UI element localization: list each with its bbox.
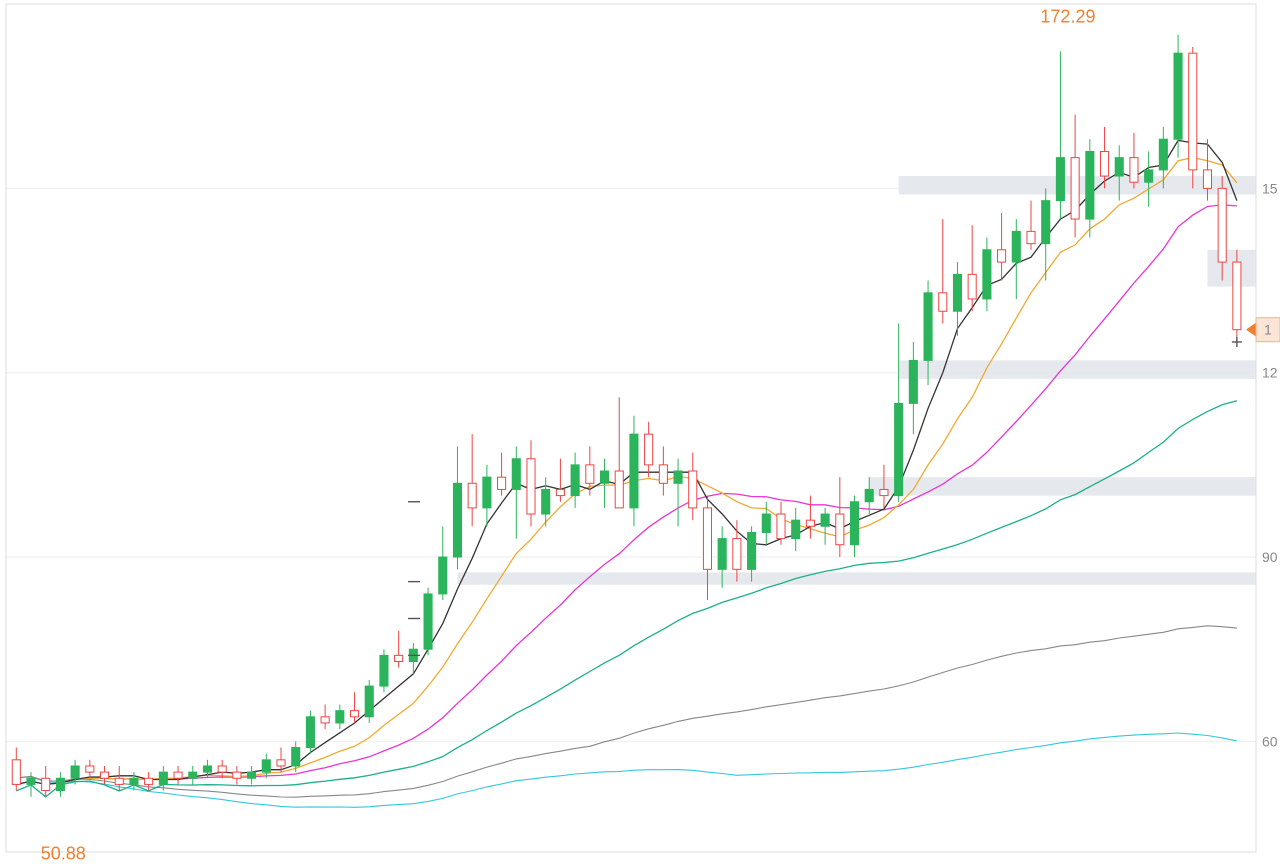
candle-body[interactable] [865, 489, 873, 501]
candle-body[interactable] [174, 772, 182, 778]
candle-body[interactable] [336, 711, 344, 723]
candle-body[interactable] [615, 471, 623, 508]
candle-body[interactable] [821, 514, 829, 526]
candle-body[interactable] [159, 772, 167, 784]
low-price-label: 50.88 [41, 844, 86, 864]
price-zone [457, 572, 1256, 584]
candle-body[interactable] [1056, 158, 1064, 201]
candle-body[interactable] [306, 717, 314, 748]
candle-body[interactable] [380, 655, 388, 686]
candle-body[interactable] [1086, 151, 1094, 219]
candle-body[interactable] [86, 766, 94, 772]
candle-body[interactable] [439, 557, 447, 594]
candle-body[interactable] [321, 717, 329, 723]
candle-body[interactable] [748, 532, 756, 569]
candle-body[interactable] [483, 477, 491, 508]
candle-body[interactable] [1071, 158, 1079, 219]
candle-body[interactable] [880, 489, 888, 495]
candle-body[interactable] [189, 772, 197, 778]
candle-body[interactable] [277, 760, 285, 766]
y-axis-label: 60 [1262, 733, 1278, 749]
candle-body[interactable] [571, 465, 579, 496]
candle-body[interactable] [350, 711, 358, 717]
candlestick-chart[interactable]: 60 90 12 15 172.29 50.88 1 [0, 0, 1280, 866]
y-axis-label: 15 [1262, 180, 1278, 196]
candle-body[interactable] [203, 766, 211, 772]
candle-body[interactable] [909, 360, 917, 403]
candle-body[interactable] [130, 778, 138, 784]
high-price-label: 172.29 [1040, 6, 1095, 26]
candle-body[interactable] [953, 274, 961, 311]
candle-body[interactable] [630, 434, 638, 508]
candle-body[interactable] [703, 508, 711, 569]
candle-body[interactable] [806, 520, 814, 526]
candle-body[interactable] [1130, 158, 1138, 183]
candle-body[interactable] [542, 489, 550, 514]
candle-body[interactable] [42, 778, 50, 790]
candle-body[interactable] [645, 434, 653, 465]
candle-body[interactable] [1115, 158, 1123, 176]
candle-body[interactable] [100, 772, 108, 778]
candle-body[interactable] [1100, 151, 1108, 176]
y-axis-label: 12 [1262, 365, 1278, 381]
candle-body[interactable] [1189, 53, 1197, 170]
candle-body[interactable] [468, 483, 476, 508]
candle-body[interactable] [56, 778, 64, 790]
candle-body[interactable] [262, 760, 270, 772]
candle-body[interactable] [998, 250, 1006, 262]
chart-svg[interactable]: 60 90 12 15 172.29 50.88 1 [0, 0, 1280, 866]
candle-body[interactable] [1233, 262, 1241, 330]
candle-body[interactable] [512, 459, 520, 490]
candle-body[interactable] [233, 772, 241, 778]
candle-body[interactable] [895, 403, 903, 495]
candle-body[interactable] [292, 748, 300, 766]
candle-body[interactable] [145, 778, 153, 784]
candle-body[interactable] [850, 502, 858, 545]
price-zone [899, 360, 1256, 378]
candle-body[interactable] [968, 274, 976, 299]
candle-body[interactable] [689, 471, 697, 508]
candle-body[interactable] [939, 293, 947, 311]
candle-body[interactable] [659, 465, 667, 483]
candle-body[interactable] [27, 778, 35, 784]
candle-body[interactable] [1203, 170, 1211, 188]
candle-body[interactable] [792, 520, 800, 538]
candle-body[interactable] [1145, 170, 1153, 182]
candle-body[interactable] [600, 471, 608, 483]
candle-body[interactable] [586, 465, 594, 483]
candle-body[interactable] [1174, 53, 1182, 139]
candle-body[interactable] [1042, 201, 1050, 244]
candle-body[interactable] [248, 772, 256, 778]
candle-body[interactable] [733, 539, 741, 570]
price-tag-text: 1 [1264, 322, 1272, 338]
candle-body[interactable] [71, 766, 79, 778]
candle-body[interactable] [924, 293, 932, 361]
candle-body[interactable] [836, 514, 844, 545]
candle-body[interactable] [983, 250, 991, 299]
candle-body[interactable] [12, 760, 20, 785]
candle-body[interactable] [527, 459, 535, 514]
candle-body[interactable] [674, 471, 682, 483]
candle-body[interactable] [453, 483, 461, 557]
y-axis-label: 90 [1262, 549, 1278, 565]
candle-body[interactable] [395, 655, 403, 661]
candle-body[interactable] [1027, 231, 1035, 243]
candle-body[interactable] [498, 477, 506, 489]
candle-body[interactable] [218, 766, 226, 772]
candle-body[interactable] [1218, 188, 1226, 262]
candle-body[interactable] [424, 594, 432, 649]
candle-body[interactable] [1012, 231, 1020, 262]
candle-body[interactable] [115, 778, 123, 784]
candle-body[interactable] [365, 686, 373, 717]
candle-body[interactable] [1159, 139, 1167, 170]
candle-body[interactable] [556, 489, 564, 495]
candle-body[interactable] [762, 514, 770, 532]
chart-bg [0, 0, 1280, 866]
candle-body[interactable] [777, 514, 785, 539]
price-zone [1207, 250, 1256, 287]
candle-body[interactable] [718, 539, 726, 570]
